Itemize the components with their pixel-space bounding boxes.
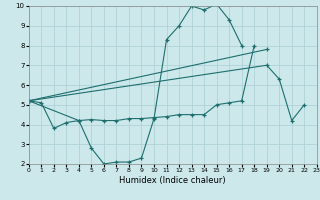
X-axis label: Humidex (Indice chaleur): Humidex (Indice chaleur) <box>119 176 226 185</box>
